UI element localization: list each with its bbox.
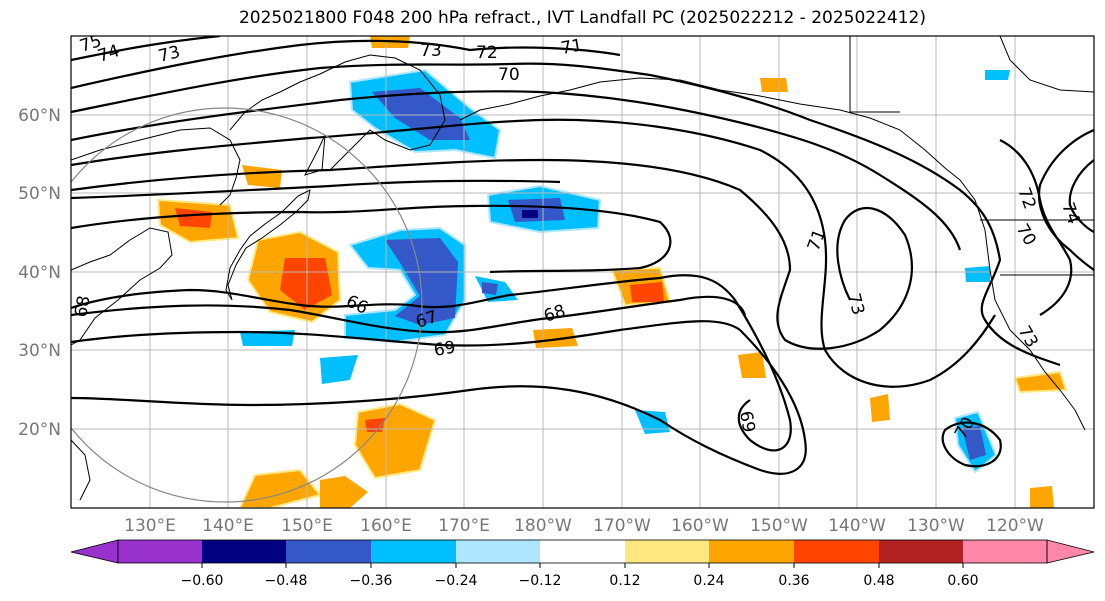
colorbar-right-arrow: [1046, 539, 1095, 564]
colorbar-segment: [118, 540, 202, 563]
lon-label: 160°E: [360, 516, 412, 536]
colorbar-tick-label: −0.36: [350, 573, 393, 589]
lat-label: 20°N: [18, 420, 61, 440]
negative-anomaly-shading: [240, 68, 1010, 474]
colorbar-tick-label: 0.36: [778, 573, 809, 589]
colorbar-segment: [286, 540, 371, 563]
colorbar-segment: [540, 540, 625, 563]
lon-label: 150°E: [281, 516, 333, 536]
longitude-labels: 130°E 140°E 150°E 160°E 170°E 180°W 170°…: [124, 516, 1044, 536]
colorbar-tick-label: 0.48: [863, 573, 894, 589]
lat-label: 40°N: [18, 263, 61, 283]
lon-label: 120°W: [986, 516, 1044, 536]
domain-circle: [71, 107, 423, 503]
colorbar-ticks: [201, 563, 964, 568]
colorbar-segment: [371, 540, 456, 563]
coastlines: [71, 36, 1094, 501]
colorbar-tick-label: −0.48: [265, 573, 308, 589]
lon-label: 130°E: [124, 516, 176, 536]
colorbar-tick-label: 0.24: [693, 573, 724, 589]
latitude-labels: 60°N 50°N 40°N 30°N 20°N: [18, 106, 61, 440]
colorbar-segment: [709, 540, 794, 563]
lat-label: 30°N: [18, 341, 61, 361]
colorbar-left-arrow: [70, 539, 119, 564]
contour-label: 69: [432, 337, 457, 360]
colorbar: −0.60 −0.48 −0.36 −0.24 −0.12 0.12 0.24 …: [70, 539, 1095, 589]
contour-label: 69: [735, 409, 758, 434]
lat-label: 60°N: [18, 106, 61, 126]
lat-label: 50°N: [18, 184, 61, 204]
lon-label: 140°E: [202, 516, 254, 536]
contour-label: 68: [71, 294, 94, 319]
lon-label: 170°W: [593, 516, 651, 536]
colorbar-outline: [117, 539, 1048, 564]
colorbar-tick-label: −0.60: [181, 573, 224, 589]
lon-label: 160°W: [671, 516, 729, 536]
lon-label: 170°E: [438, 516, 490, 536]
contour-label: 71: [559, 35, 584, 58]
contour-label: 73: [420, 41, 442, 61]
contour-label: 72: [476, 43, 498, 63]
colorbar-segment: [456, 540, 540, 563]
colorbar-tick-label: 0.60: [947, 573, 978, 589]
contour-label: 75: [77, 31, 104, 57]
colorbar-tick-label: −0.12: [519, 573, 562, 589]
colorbar-tick-label: 0.12: [609, 573, 640, 589]
lon-label: 180°W: [514, 516, 572, 536]
map-title: 2025021800 F048 200 hPa refract., IVT La…: [238, 8, 926, 28]
map-frame: [70, 35, 1095, 509]
colorbar-tick-label: −0.24: [435, 573, 478, 589]
colorbar-segment: [625, 540, 709, 563]
colorbar-segment: [879, 540, 963, 563]
refractivity-contours: [71, 36, 1094, 475]
lon-label: 140°W: [828, 516, 886, 536]
lon-label: 150°W: [750, 516, 808, 536]
colorbar-segment: [202, 540, 286, 563]
lon-label: 130°W: [907, 516, 965, 536]
colorbar-segment: [794, 540, 879, 563]
positive-anomaly-shading: [156, 36, 1068, 508]
contour-label: 70: [498, 65, 520, 85]
colorbar-segment: [963, 540, 1047, 563]
